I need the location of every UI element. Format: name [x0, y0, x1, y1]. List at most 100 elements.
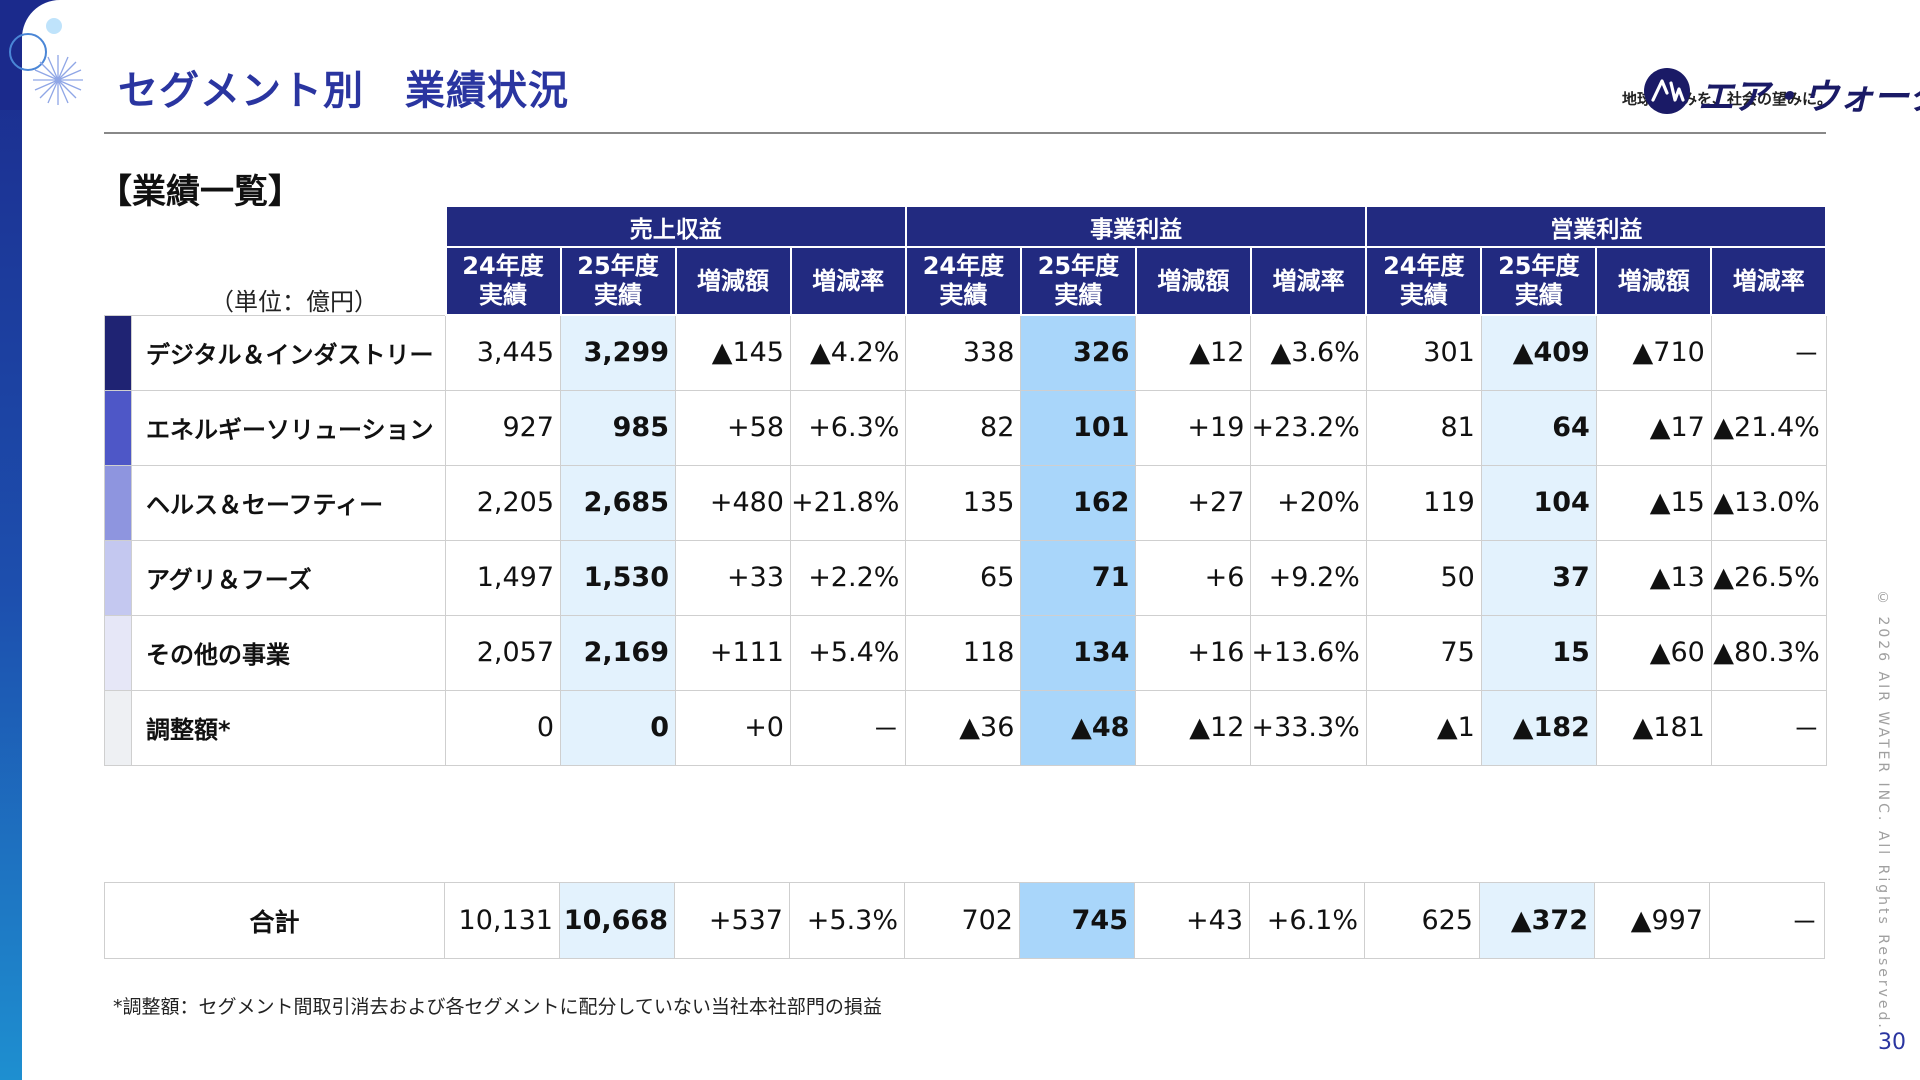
group-header-business-profit: 事業利益 [904, 205, 1368, 248]
sub-header-line1: 24年度 [462, 252, 544, 280]
total-cell: ▲372 [1479, 882, 1595, 959]
sub-header-line1: 増減率 [1272, 266, 1345, 295]
table-cell: 301 [1365, 314, 1482, 391]
table-cell: 2,057 [445, 614, 561, 691]
segment-name: アグリ＆フーズ [131, 539, 446, 616]
table-cell: 71 [1020, 539, 1137, 616]
sub-header-line2: 実績 [939, 281, 988, 309]
table-row: エネルギーソリューション 927 985 +58 +6.3% 82 101 +19 +23.2%… [104, 389, 1827, 466]
table-cell: ▲13 [1595, 539, 1712, 616]
left-accent-bar [0, 0, 22, 1080]
sub-header-1-3: 増減率 [1249, 246, 1368, 316]
table-cell: 985 [560, 389, 676, 466]
table-cell: +19 [1135, 389, 1252, 466]
table-cell: +6.3% [789, 389, 907, 466]
sub-header-2-0: 24年度 実績 [1365, 246, 1483, 316]
sparkle-decoration-icon [0, 0, 83, 110]
total-table: 合計 10,131 10,668 +537 +5.3% 702 745 +43 +6.1% 625… [104, 882, 1825, 959]
sub-header-line2: 実績 [1514, 281, 1563, 309]
total-cell: +5.3% [789, 882, 905, 959]
segment-color-swatch [104, 464, 132, 541]
table-cell: 0 [445, 689, 561, 766]
sub-header-1-2: 増減額 [1134, 246, 1252, 316]
segment-name: デジタル＆インダストリー [131, 314, 446, 391]
sub-header-line1: 増減額 [1157, 266, 1230, 295]
table-cell: 75 [1365, 614, 1482, 691]
table-row: その他の事業 2,057 2,169 +111 +5.4% 118 134 +16 +13.6%… [104, 614, 1827, 691]
total-cell: +537 [674, 882, 790, 959]
total-cell: ▲997 [1594, 882, 1710, 959]
table-cell: 1,530 [560, 539, 676, 616]
group-header-operating-profit: 営業利益 [1365, 205, 1828, 248]
sub-header-line1: 増減率 [812, 266, 885, 295]
page-number: 30 [1878, 1030, 1906, 1055]
table-cell: +5.4% [789, 614, 907, 691]
table-cell: ▲80.3% [1710, 614, 1827, 691]
table-cell: 162 [1020, 464, 1137, 541]
table-cell: +21.8% [789, 464, 907, 541]
table-cell: 118 [905, 614, 1022, 691]
table-cell: +2.2% [789, 539, 907, 616]
segment-color-swatch [104, 314, 132, 391]
table-cell: 101 [1020, 389, 1137, 466]
table-cell: +13.6% [1250, 614, 1367, 691]
footnote: *調整額：セグメント間取引消去および各セグメントに配分していない当社本社部門の損… [113, 996, 882, 1018]
performance-table: 売上収益 事業利益 営業利益 24年度 実績 25年度 実績 増減額 増減率 24年度 実績 2… [104, 205, 1828, 766]
table-cell: 64 [1480, 389, 1597, 466]
table-cell: ▲26.5% [1710, 539, 1827, 616]
table-cell: ▲60 [1595, 614, 1712, 691]
sub-header-2-1: 25年度 実績 [1480, 246, 1598, 316]
sub-header-line2: 実績 [1054, 281, 1103, 309]
table-cell: ▲12 [1135, 689, 1252, 766]
company-logo: 地球の恵みを、社会の望みに。 エア・ウォーター [1622, 44, 1920, 119]
table-cell: 65 [905, 539, 1022, 616]
table-cell: +58 [675, 389, 791, 466]
table-cell: 1,497 [445, 539, 561, 616]
table-cell: 326 [1020, 314, 1137, 391]
table-cell: ▲12 [1135, 314, 1252, 391]
table-row: ヘルス＆セーフティー 2,205 2,685 +480 +21.8% 135 162 +27 +… [104, 464, 1827, 541]
table-cell: 2,685 [560, 464, 676, 541]
table-cell: 37 [1480, 539, 1597, 616]
table-cell: － [789, 689, 907, 766]
table-cell: － [1710, 314, 1827, 391]
table-row: アグリ＆フーズ 1,497 1,530 +33 +2.2% 65 71 +6 +9.2% 50 37… [104, 539, 1827, 616]
segment-color-swatch [104, 539, 132, 616]
table-cell: +33 [675, 539, 791, 616]
table-cell: 927 [445, 389, 561, 466]
sub-header-line1: 24年度 [1383, 252, 1465, 280]
table-cell: 2,205 [445, 464, 561, 541]
sub-header-1-1: 25年度 実績 [1019, 246, 1137, 316]
sub-header-2-3: 増減率 [1710, 246, 1828, 316]
table-cell: ▲1 [1365, 689, 1482, 766]
header-spacer [105, 206, 446, 315]
table-cell: +9.2% [1250, 539, 1367, 616]
sub-header-1-0: 24年度 実績 [904, 246, 1022, 316]
sub-header-line2: 実績 [594, 281, 642, 309]
sub-header-0-1: 25年度 実績 [559, 246, 677, 316]
sub-header-2-2: 増減額 [1595, 246, 1713, 316]
table-cell: ▲409 [1480, 314, 1597, 391]
table-cell: 0 [560, 689, 676, 766]
sub-header-line2: 実績 [479, 281, 527, 309]
table-cell: ▲48 [1020, 689, 1137, 766]
copyright-notice: © 2026 AIR WATER INC. All Rights Reserve… [1875, 590, 1891, 1031]
logo-wordmark: エア・ウォーター [1698, 77, 1920, 118]
section-title: 【業績一覧】 [98, 172, 302, 212]
table-cell: 134 [1020, 614, 1137, 691]
sub-header-line1: 増減額 [697, 266, 769, 295]
sub-header-line1: 増減率 [1732, 266, 1805, 295]
table-cell: +20% [1250, 464, 1367, 541]
table-cell: － [1710, 689, 1827, 766]
table-cell: 2,169 [560, 614, 676, 691]
total-cell: 625 [1364, 882, 1480, 959]
sub-header-line1: 25年度 [1498, 252, 1580, 280]
table-cell: +23.2% [1250, 389, 1367, 466]
segment-color-swatch [104, 614, 132, 691]
table-cell: +0 [675, 689, 791, 766]
sub-header-0-0: 24年度 実績 [444, 246, 562, 316]
page-title: セグメント別 業績状況 [118, 68, 569, 114]
table-cell: 50 [1365, 539, 1482, 616]
table-cell: ▲36 [905, 689, 1022, 766]
table-cell: ▲21.4% [1710, 389, 1827, 466]
